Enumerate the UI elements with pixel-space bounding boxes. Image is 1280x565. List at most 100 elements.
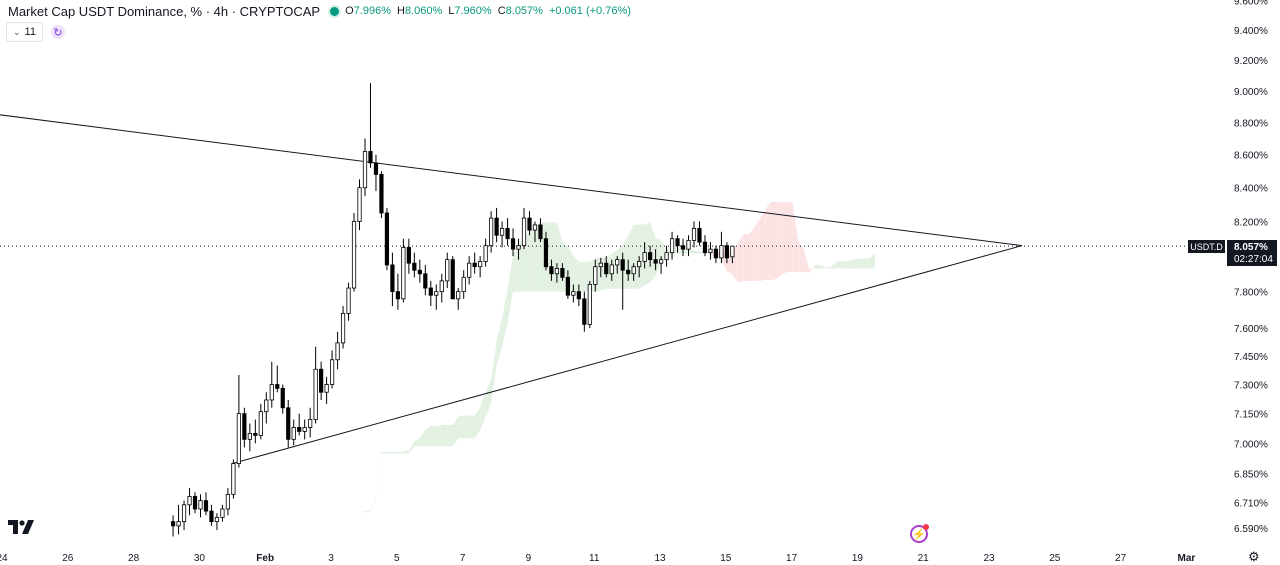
cloud-segment: [792, 201, 799, 272]
cloud-segment: [364, 510, 371, 513]
open-label: O: [345, 5, 354, 17]
cloud-segment: [688, 248, 694, 254]
candle-body: [253, 432, 258, 436]
candle-body: [209, 510, 214, 523]
candle-body: [329, 359, 335, 385]
y-tick-label: 6.590%: [1234, 524, 1268, 535]
candle-body: [543, 238, 549, 268]
ichimoku-cloud: [315, 201, 875, 526]
cloud-segment: [814, 264, 821, 269]
cloud-segment: [644, 221, 651, 286]
y-tick-label: 9.400%: [1234, 26, 1268, 37]
cloud-segment: [513, 244, 519, 292]
cloud-segment: [842, 261, 848, 269]
ohlc-values: O7.996% H8.060% L7.960% C8.057% +0.061 (…: [345, 5, 631, 17]
cloud-segment: [436, 424, 442, 447]
cloud-segment: [551, 222, 557, 292]
cloud-segment: [770, 201, 777, 280]
x-tick-label: 3: [328, 553, 334, 564]
candle-body: [258, 411, 263, 436]
candle-body: [615, 259, 620, 266]
chart-title[interactable]: Market Cap USDT Dominance, % · 4h · CRYP…: [8, 3, 321, 19]
cloud-segment: [386, 451, 393, 454]
cloud-segment: [704, 251, 711, 256]
candle-body: [181, 504, 187, 523]
low-value: 7.960%: [454, 5, 492, 17]
candle-body: [527, 217, 532, 231]
indicators-toggle-button[interactable]: ⌄ 11: [6, 22, 43, 42]
x-tick-label: 7: [460, 553, 466, 564]
y-tick-label: 9.600%: [1234, 0, 1268, 7]
time-axis[interactable]: 24 26 28 30 Feb 3 5 7 9 11 13 15 17 19 21 23 25 27 Mar: [0, 553, 1195, 564]
candle-body: [642, 252, 647, 262]
candle-body: [697, 227, 702, 243]
candle-body: [483, 245, 488, 262]
candle-body: [680, 245, 686, 250]
candle-body: [708, 248, 713, 254]
y-tick-label: 9.200%: [1234, 56, 1268, 67]
candle-body: [532, 224, 538, 231]
cloud-segment: [463, 415, 470, 439]
cloud-segment: [748, 227, 755, 281]
x-tick-label: 21: [918, 553, 930, 564]
cloud-segment: [485, 379, 492, 417]
candle-body: [236, 413, 241, 464]
cloud-segment: [820, 264, 826, 269]
candle-body: [582, 298, 587, 325]
x-tick-label: 5: [394, 553, 400, 564]
candle-body: [439, 280, 444, 293]
chart-controls: ⌄ 11 ↻: [6, 22, 65, 42]
x-tick-label: 19: [852, 553, 864, 564]
cloud-segment: [798, 240, 804, 272]
candle-body: [362, 151, 368, 189]
sync-icon[interactable]: ↻: [50, 25, 65, 39]
cloud-segment: [858, 258, 864, 269]
candle-body: [357, 187, 362, 222]
candle-body: [324, 384, 329, 393]
x-tick-label: 26: [62, 553, 74, 564]
candle-body: [538, 224, 543, 240]
candle-body: [565, 276, 570, 296]
gear-icon[interactable]: ⚙: [1248, 549, 1260, 564]
cloud-segment: [781, 201, 788, 275]
candle-body: [724, 245, 729, 259]
candle-body: [713, 248, 719, 259]
y-tick-label: 6.710%: [1234, 499, 1268, 510]
lightning-icon[interactable]: ⚡: [910, 524, 929, 543]
candle-body: [686, 240, 691, 250]
cloud-segment: [370, 495, 376, 513]
candle-body: [170, 521, 176, 527]
cloud-segment: [403, 449, 409, 454]
candle-body: [417, 269, 422, 275]
candle-body: [626, 269, 631, 275]
candle-body: [297, 427, 302, 432]
candle-body: [450, 259, 455, 300]
change-value: +0.061 (+0.76%): [548, 5, 631, 17]
candles: [170, 83, 735, 537]
cloud-segment: [578, 261, 585, 292]
x-tick-label: 13: [654, 553, 666, 564]
candle-body: [719, 245, 724, 259]
cloud-segment: [315, 520, 322, 526]
x-tick-label: 30: [194, 553, 206, 564]
candle-body: [521, 217, 527, 247]
cloud-segment: [496, 317, 503, 366]
cloud-segment: [573, 255, 579, 292]
y-tick-label: 7.450%: [1234, 352, 1268, 363]
price-axis[interactable]: 9.600% 9.400% 9.200% 9.000% 8.800% 8.600% 8.40…: [1234, 0, 1268, 535]
x-tick-label: 23: [983, 553, 995, 564]
candle-body: [286, 407, 291, 440]
cloud-segment: [633, 224, 640, 289]
tradingview-logo-icon[interactable]: [8, 519, 34, 539]
candle-body: [445, 259, 450, 282]
candle-body: [390, 264, 395, 293]
cloud-segment: [787, 201, 793, 272]
y-tick-label: 8.800%: [1234, 118, 1268, 129]
candle-body: [335, 342, 340, 361]
candle-body: [494, 217, 499, 236]
tradingview-logo-shape: [8, 520, 34, 534]
chevron-down-icon: ⌄: [13, 26, 21, 37]
candle-body: [192, 496, 198, 510]
candle-body: [346, 287, 351, 314]
